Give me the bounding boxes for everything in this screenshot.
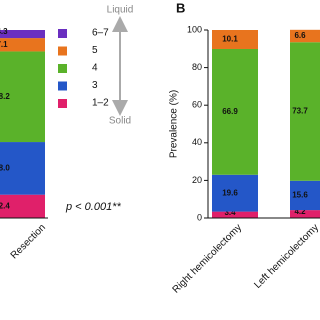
y-axis-label: Prevalence (%) — [169, 90, 180, 158]
x-tick-label: Resection — [9, 222, 48, 261]
value-label: 28.0 — [0, 163, 10, 172]
value-label: 66.9 — [222, 107, 238, 116]
y-tick-label: 0 — [197, 212, 202, 222]
bar-segment — [212, 48, 258, 175]
x-tick-label: Right hemicolectomy — [171, 222, 244, 295]
legend-label: 4 — [92, 63, 98, 74]
value-label: 4.2 — [294, 207, 306, 216]
bar-segment — [0, 38, 45, 52]
legend-label: 1–2 — [92, 98, 109, 109]
legend-swatch — [58, 64, 67, 73]
legend-label: 5 — [92, 45, 98, 56]
bar-segment — [0, 30, 45, 39]
legend-swatch — [58, 99, 67, 108]
value-label: 3.4 — [224, 208, 236, 217]
x-tick-label: Left hemicolectomy — [252, 222, 320, 291]
value-label: 12.4 — [0, 201, 10, 210]
legend-swatch — [58, 81, 67, 91]
bar-segment — [0, 142, 45, 195]
bar-segment — [290, 42, 320, 181]
legend-swatch — [58, 46, 67, 56]
value-label: 73.7 — [292, 107, 308, 116]
legend-swatch — [58, 29, 67, 38]
legend-label: 3 — [92, 80, 98, 91]
value-label: 10.1 — [222, 35, 238, 44]
bar-segment — [212, 30, 258, 49]
value-label: 7.1 — [0, 40, 8, 49]
y-tick-label: 80 — [192, 62, 202, 72]
panel-label: B — [176, 0, 185, 15]
legend-label: 6–7 — [92, 28, 109, 39]
value-label: 19.6 — [222, 188, 238, 197]
y-tick-label: 40 — [192, 137, 202, 147]
bar-segment — [0, 51, 45, 143]
bar-segment — [290, 29, 320, 43]
annotation: Liquid — [107, 5, 134, 16]
annotation: Solid — [109, 116, 131, 127]
value-label: 48.2 — [0, 92, 10, 101]
y-tick-label: 20 — [192, 175, 202, 185]
annotation: p < 0.001** — [65, 201, 121, 213]
bar-segment — [290, 180, 320, 211]
bar-segment — [212, 211, 258, 218]
y-tick-label: 100 — [187, 24, 202, 34]
value-label: 15.6 — [292, 191, 308, 200]
bar-segment — [212, 174, 258, 212]
y-tick-label: 60 — [192, 100, 202, 110]
value-label: 6.6 — [294, 31, 306, 40]
bar-segment — [290, 210, 320, 218]
bar-segment — [0, 194, 45, 218]
value-label: 4.3 — [0, 27, 8, 36]
